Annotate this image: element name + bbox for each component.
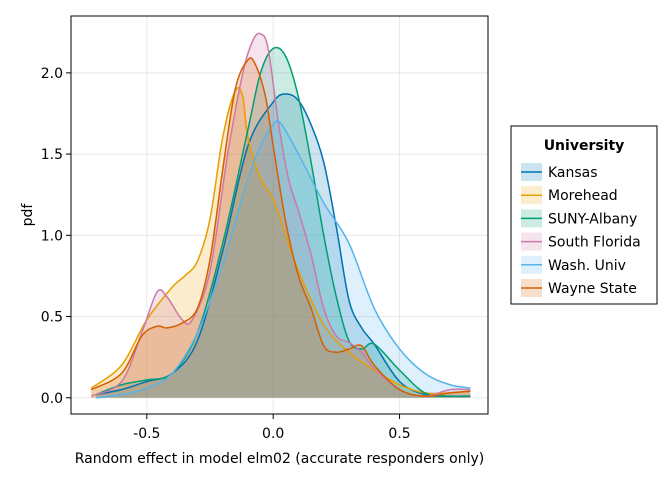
y-axis-label: pdf — [20, 203, 36, 227]
plot-frame — [70, 15, 489, 415]
x-axis-label: Random effect in model elm02 (accurate r… — [75, 451, 485, 467]
y-tick-label: 2.0 — [41, 66, 63, 82]
x-tick-label: -0.5 — [133, 426, 160, 442]
legend-items: Kansas Morehead SUNY-Albany South Florida Wa… — [521, 163, 641, 297]
legend-label: Wayne State — [548, 281, 637, 297]
series-area-wash-univ — [96, 120, 471, 398]
legend-box — [510, 125, 658, 305]
legend-item-suny-albany: SUNY-Albany — [521, 209, 637, 228]
y-axis-ticks: 0.0 0.5 1.0 1.5 2.0 — [41, 66, 71, 407]
series-area-suny-albany — [96, 47, 471, 398]
series-line-south-florida — [90, 32, 471, 397]
series-line-suny-albany — [95, 46, 471, 398]
legend-label: South Florida — [548, 235, 641, 251]
series-line-kansas — [96, 93, 471, 397]
series-line-wayne-state — [90, 57, 471, 397]
legend-item-kansas: Kansas — [521, 163, 598, 181]
x-tick-label: 0.0 — [262, 426, 284, 442]
series-lines — [90, 32, 471, 399]
legend-label: Wash. Univ — [548, 258, 626, 274]
legend-label: Kansas — [548, 165, 598, 181]
y-tick-label: 0.5 — [41, 310, 63, 326]
y-tick-label: 1.0 — [41, 228, 63, 244]
legend-label: SUNY-Albany — [548, 211, 637, 227]
legend-item-wayne-state: Wayne State — [521, 279, 637, 297]
legend: University Kansas Morehead SUNY-Albany Sout… — [510, 125, 658, 305]
series-line-wash-univ — [96, 119, 471, 399]
legend-item-morehead: Morehead — [521, 186, 618, 205]
x-tick-label: 0.5 — [388, 426, 410, 442]
series-area-kansas — [96, 93, 471, 398]
x-axis-ticks: -0.5 0.0 0.5 — [133, 414, 411, 442]
legend-label: Morehead — [548, 188, 618, 204]
legend-item-south-florida: South Florida — [521, 232, 641, 251]
legend-item-wash-univ: Wash. Univ — [521, 255, 626, 274]
y-tick-label: 0.0 — [41, 391, 63, 407]
series-area-south-florida — [91, 33, 471, 398]
series-area-wayne-state — [91, 57, 471, 398]
legend-title: University — [544, 138, 625, 154]
y-tick-label: 1.5 — [41, 147, 63, 163]
series-areas — [91, 33, 471, 398]
